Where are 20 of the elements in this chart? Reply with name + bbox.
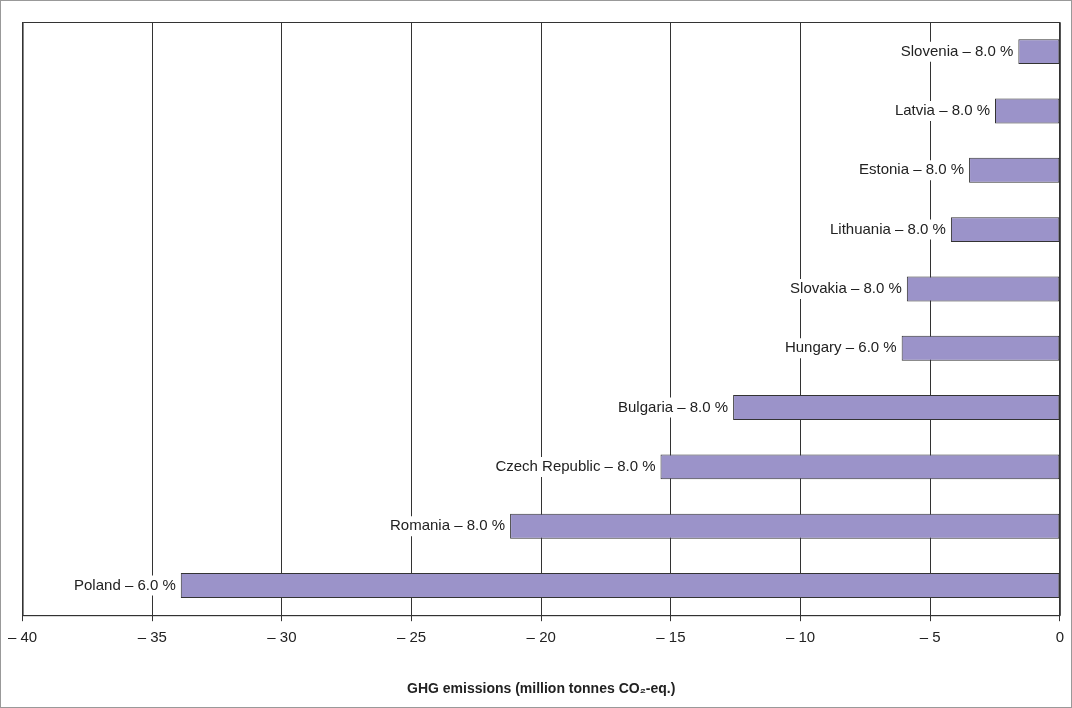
x-axis-title: GHG emissions (million tonnes CO₂-eq.) (407, 680, 676, 697)
x-tick-label: – 30 (267, 628, 297, 646)
y-tick-label: Hungary – 6.0 % (784, 338, 897, 356)
x-tick-label: – 15 (656, 628, 686, 646)
y-tick-label: Bulgaria – 8.0 % (618, 397, 729, 415)
x-tick-label: – 40 (8, 628, 38, 646)
x-tick-label: – 10 (785, 628, 816, 646)
y-tick-label: Poland – 6.0 % (74, 575, 176, 593)
y-tick-label: Slovakia – 8.0 % (790, 279, 902, 297)
x-tick-label: 0 (1055, 628, 1064, 646)
y-tick-label: Slovenia – 8.0 % (900, 41, 1014, 59)
y-tick-label: Romania – 8.0 % (390, 516, 506, 534)
y-tick-label: Czech Republic – 8.0 % (495, 457, 656, 475)
y-tick-label: Latvia – 8.0 % (894, 101, 990, 119)
x-tick-label: – 5 (919, 628, 941, 646)
x-tick-label: – 25 (396, 628, 427, 646)
x-tick-label: – 35 (137, 628, 167, 646)
y-tick-label: Estonia – 8.0 % (858, 160, 965, 178)
x-tick-label: – 20 (526, 628, 556, 646)
y-tick-label: Lithuania – 8.0 % (830, 219, 946, 237)
